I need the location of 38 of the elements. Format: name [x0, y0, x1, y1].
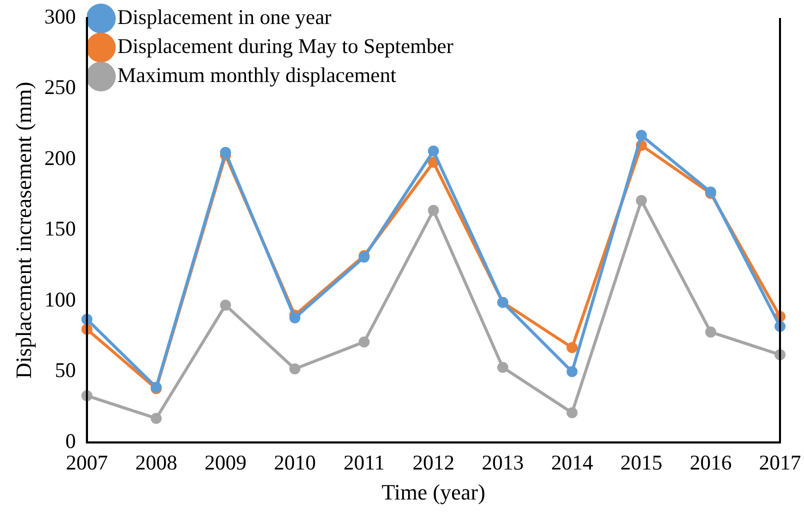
legend-label: Maximum monthly displacement	[117, 63, 396, 88]
point	[497, 362, 508, 373]
x-tick-label: 2013	[482, 450, 524, 475]
point	[150, 412, 162, 424]
y-tick-label: 0	[65, 428, 76, 453]
point	[220, 146, 232, 158]
point	[289, 312, 300, 324]
y-tick-label: 300	[44, 4, 76, 29]
x-tick-label: 2010	[274, 450, 316, 475]
y-tick-label: 150	[44, 216, 76, 241]
x-tick-label: 2017	[759, 450, 801, 475]
point	[566, 407, 578, 418]
y-tick-label: 250	[44, 75, 76, 100]
x-tick-label: 2011	[344, 450, 385, 475]
x-tick-label: 2008	[135, 450, 178, 475]
x-tick-label: 2009	[204, 450, 247, 475]
x-axis-title: Time (year)	[382, 480, 486, 505]
x-tick-label: 2015	[620, 450, 662, 475]
point	[705, 326, 716, 338]
point	[428, 204, 439, 216]
point	[566, 366, 578, 378]
x-tick-label: 2012	[412, 450, 454, 475]
x-tick-label: 2007	[66, 450, 108, 475]
point	[220, 300, 232, 311]
y-axis-title: Displacement increasement (mm)	[10, 82, 36, 379]
legend-label: Displacement during May to September	[117, 34, 454, 58]
y-tick-label: 50	[54, 358, 76, 382]
y-tick-label: 200	[44, 146, 76, 170]
point	[358, 336, 370, 348]
legend-label: Displacement in one year	[117, 5, 332, 30]
point	[636, 194, 647, 206]
point	[636, 130, 647, 141]
point	[289, 363, 300, 374]
x-tick-label: 2014	[551, 450, 594, 475]
x-tick-label: 2016	[690, 450, 732, 475]
point	[428, 145, 439, 156]
point	[566, 342, 578, 354]
y-tick-label: 100	[44, 287, 76, 312]
